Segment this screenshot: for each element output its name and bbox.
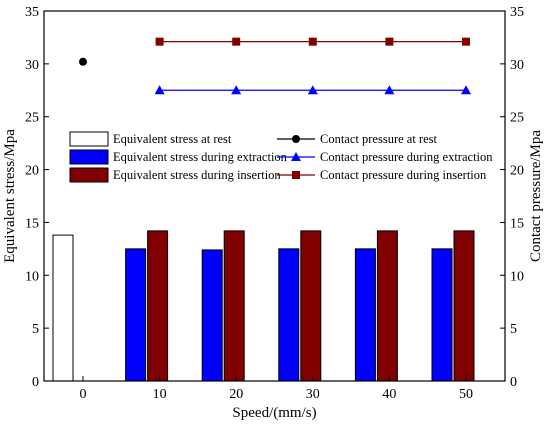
y-tick-label-right: 0 (510, 375, 517, 390)
y-tick-label-left: 15 (25, 216, 39, 231)
x-tick-label: 10 (153, 387, 167, 402)
y-tick-label-left: 5 (32, 322, 39, 337)
y-axis-title-left: Equivalent stress/Mpa (2, 129, 18, 263)
y-tick-label-left: 25 (25, 111, 39, 126)
legend-swatch-bar-2 (69, 167, 109, 183)
plot-frame (43, 10, 506, 382)
marker-2-30 (308, 37, 317, 46)
bar-1-20 (201, 249, 223, 382)
y-tick-label-right: 20 (510, 164, 524, 179)
marker-2-50 (462, 37, 470, 46)
y-axis-title-right: Contact pressure/Mpa (528, 130, 544, 262)
y-tick-label-right: 25 (510, 111, 524, 126)
bar-0-0 (52, 234, 74, 382)
legend-label-bar-1: Equivalent stress during extraction (113, 150, 288, 164)
y-tick-label-right: 35 (510, 5, 524, 20)
legend-label-line-0: Contact pressure at rest (320, 132, 438, 146)
bar-2-50 (453, 230, 475, 382)
ticks-layer: 0 0 5 5 10 10 15 15 20 20 25 25 30 30 35 35 0 10 20 30 40 50 (25, 5, 524, 402)
y-tick-label-left: 35 (25, 5, 39, 20)
bar-1-30 (278, 248, 300, 382)
legend-label-line-2: Contact pressure during insertion (320, 168, 487, 182)
bar-2-30 (300, 230, 322, 382)
legend-label-bar-0: Equivalent stress at rest (113, 132, 232, 146)
bar-1-50 (431, 248, 453, 382)
y-tick-label-right: 15 (510, 216, 524, 231)
legend-swatch-bar-0 (69, 131, 109, 147)
marker-1-10 (154, 85, 165, 95)
marker-1-50 (461, 85, 471, 95)
marker-2-40 (385, 37, 394, 46)
legend: Equivalent stress at rest Equivalent stre… (69, 131, 493, 183)
x-axis-title: Speed/(mm/s) (232, 405, 316, 421)
bars-layer (52, 230, 475, 382)
x-tick-label: 20 (229, 387, 243, 402)
y-tick-label-left: 30 (25, 58, 39, 73)
x-tick-label: 30 (306, 387, 320, 402)
x-tick-label: 0 (80, 387, 87, 402)
marker-1-20 (231, 85, 242, 95)
bar-2-40 (376, 230, 398, 382)
legend-label-line-1: Contact pressure during extraction (320, 150, 493, 164)
legend-swatch-bar-1 (69, 149, 109, 165)
y-tick-label-right: 10 (510, 269, 524, 284)
y-tick-label-right: 30 (510, 58, 524, 73)
bar-2-10 (147, 230, 169, 382)
bar-1-40 (354, 248, 376, 382)
bar-1-10 (125, 248, 147, 382)
marker-1-40 (384, 85, 395, 95)
y-tick-label-left: 10 (25, 269, 39, 284)
bar-2-20 (223, 230, 245, 382)
legend-label-bar-2: Equivalent stress during insertion (113, 168, 281, 182)
marker-2-20 (232, 37, 241, 46)
marker-1-30 (307, 85, 318, 95)
marker-2-10 (155, 37, 164, 46)
y-tick-label-left: 20 (25, 164, 39, 179)
x-tick-label: 40 (382, 387, 396, 402)
x-tick-label: 50 (459, 387, 473, 402)
y-tick-label-left: 0 (32, 375, 39, 390)
y-tick-label-right: 5 (510, 322, 517, 337)
marker-0-0 (79, 57, 87, 66)
